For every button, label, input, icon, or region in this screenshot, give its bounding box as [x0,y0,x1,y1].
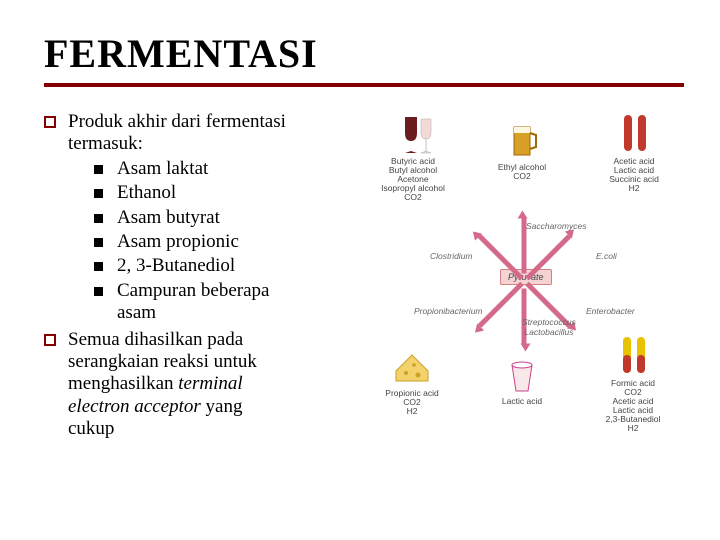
sub-text-2: Ethanol [117,182,176,204]
bullet-1: Produk akhir dari fermentasi termasuk: [44,111,354,156]
sub-bullet-6: Campuran beberapa asam [94,280,354,325]
filled-square-icon [94,165,103,174]
fermentation-diagram: Butyric acid Butyl alcohol Acetone Isopr… [372,111,672,431]
org-clostridium: Clostridium [430,251,473,261]
tubes-icon [612,111,656,155]
sub-bullet-3: Asam butyrat [94,207,354,229]
wine-icon [391,111,435,155]
product-top-right: Acetic acid Lactic acid Succinic acid H2 [602,111,666,193]
org-propion: Propionibacterium [414,306,483,316]
yogurt-icon [500,351,544,395]
b2l3it: terminal [178,373,242,394]
hollow-square-icon [44,116,56,128]
prod-tl-label: Butyric acid Butyl alcohol Acetone Isopr… [378,157,448,202]
org-ecoli: E.coli [596,251,617,261]
sub-bullets: Asam laktat Ethanol Asam butyrat Asam pr… [94,158,354,325]
prod-bm-label: Lactic acid [492,397,552,406]
s6l2: asam [117,302,156,323]
product-bot-left: Propionic acid CO2 H2 [378,343,446,416]
filled-square-icon [94,238,103,247]
cheese-icon [390,343,434,387]
filled-square-icon [94,189,103,198]
prod-br-label: Formic acid CO2 Acetic acid Lactic acid … [600,379,666,433]
bullet-1-text: Produk akhir dari fermentasi termasuk: [68,111,354,156]
sub-text-3: Asam butyrat [117,207,220,229]
filled-square-icon [94,287,103,296]
sub-text-4: Asam propionic [117,231,239,253]
bullets-column: Produk akhir dari fermentasi termasuk: A… [44,111,354,443]
slide: FERMENTASI Produk akhir dari fermentasi … [0,0,720,540]
filled-square-icon [94,262,103,271]
org-entero: Enterobacter [586,306,635,316]
tubes-icon [611,333,655,377]
product-top-left: Butyric acid Butyl alcohol Acetone Isopr… [378,111,448,202]
product-bot-mid: Lactic acid [492,351,552,406]
b2l3: menghasilkan [68,373,178,394]
content: Produk akhir dari fermentasi termasuk: A… [44,111,682,443]
b2l2: serangkaian reaksi untuk [68,351,257,372]
bullet-2: Semua dihasilkan pada serangkaian reaksi… [44,329,354,441]
b2l4it: electron acceptor [68,396,201,417]
org-saccharomyces: Saccharomyces [526,221,586,231]
b2l1: Semua dihasilkan pada [68,329,243,350]
prod-tr-label: Acetic acid Lactic acid Succinic acid H2 [602,157,666,193]
b1l1: Produk akhir dari fermentasi [68,111,286,132]
arrow-icon [478,282,524,328]
title-underline [44,83,684,87]
prod-bl-label: Propionic acid CO2 H2 [378,389,446,416]
b2l5: cukup [68,418,114,439]
sub-text-1: Asam laktat [117,158,208,180]
prod-tm-label: Ethyl alcohol CO2 [492,163,552,181]
org-strepto: Streptococcus Lactobacillus [522,317,576,337]
product-bot-right: Formic acid CO2 Acetic acid Lactic acid … [600,333,666,433]
product-top-mid: Ethyl alcohol CO2 [492,117,552,181]
beer-icon [500,117,544,161]
sub-text-5: 2, 3-Butanediol [117,255,235,277]
sub-bullet-5: 2, 3-Butanediol [94,255,354,277]
sub-bullet-1: Asam laktat [94,158,354,180]
sub-bullet-4: Asam propionic [94,231,354,253]
diagram-column: Butyric acid Butyl alcohol Acetone Isopr… [372,111,672,431]
b2l4a: yang [201,396,243,417]
b1l2: termasuk: [68,133,143,154]
s6l1: Campuran beberapa [117,280,269,301]
hollow-square-icon [44,334,56,346]
bullet-2-text: Semua dihasilkan pada serangkaian reaksi… [68,329,354,441]
slide-title: FERMENTASI [44,30,682,77]
filled-square-icon [94,214,103,223]
sub-text-6: Campuran beberapa asam [117,280,269,325]
sub-bullet-2: Ethanol [94,182,354,204]
